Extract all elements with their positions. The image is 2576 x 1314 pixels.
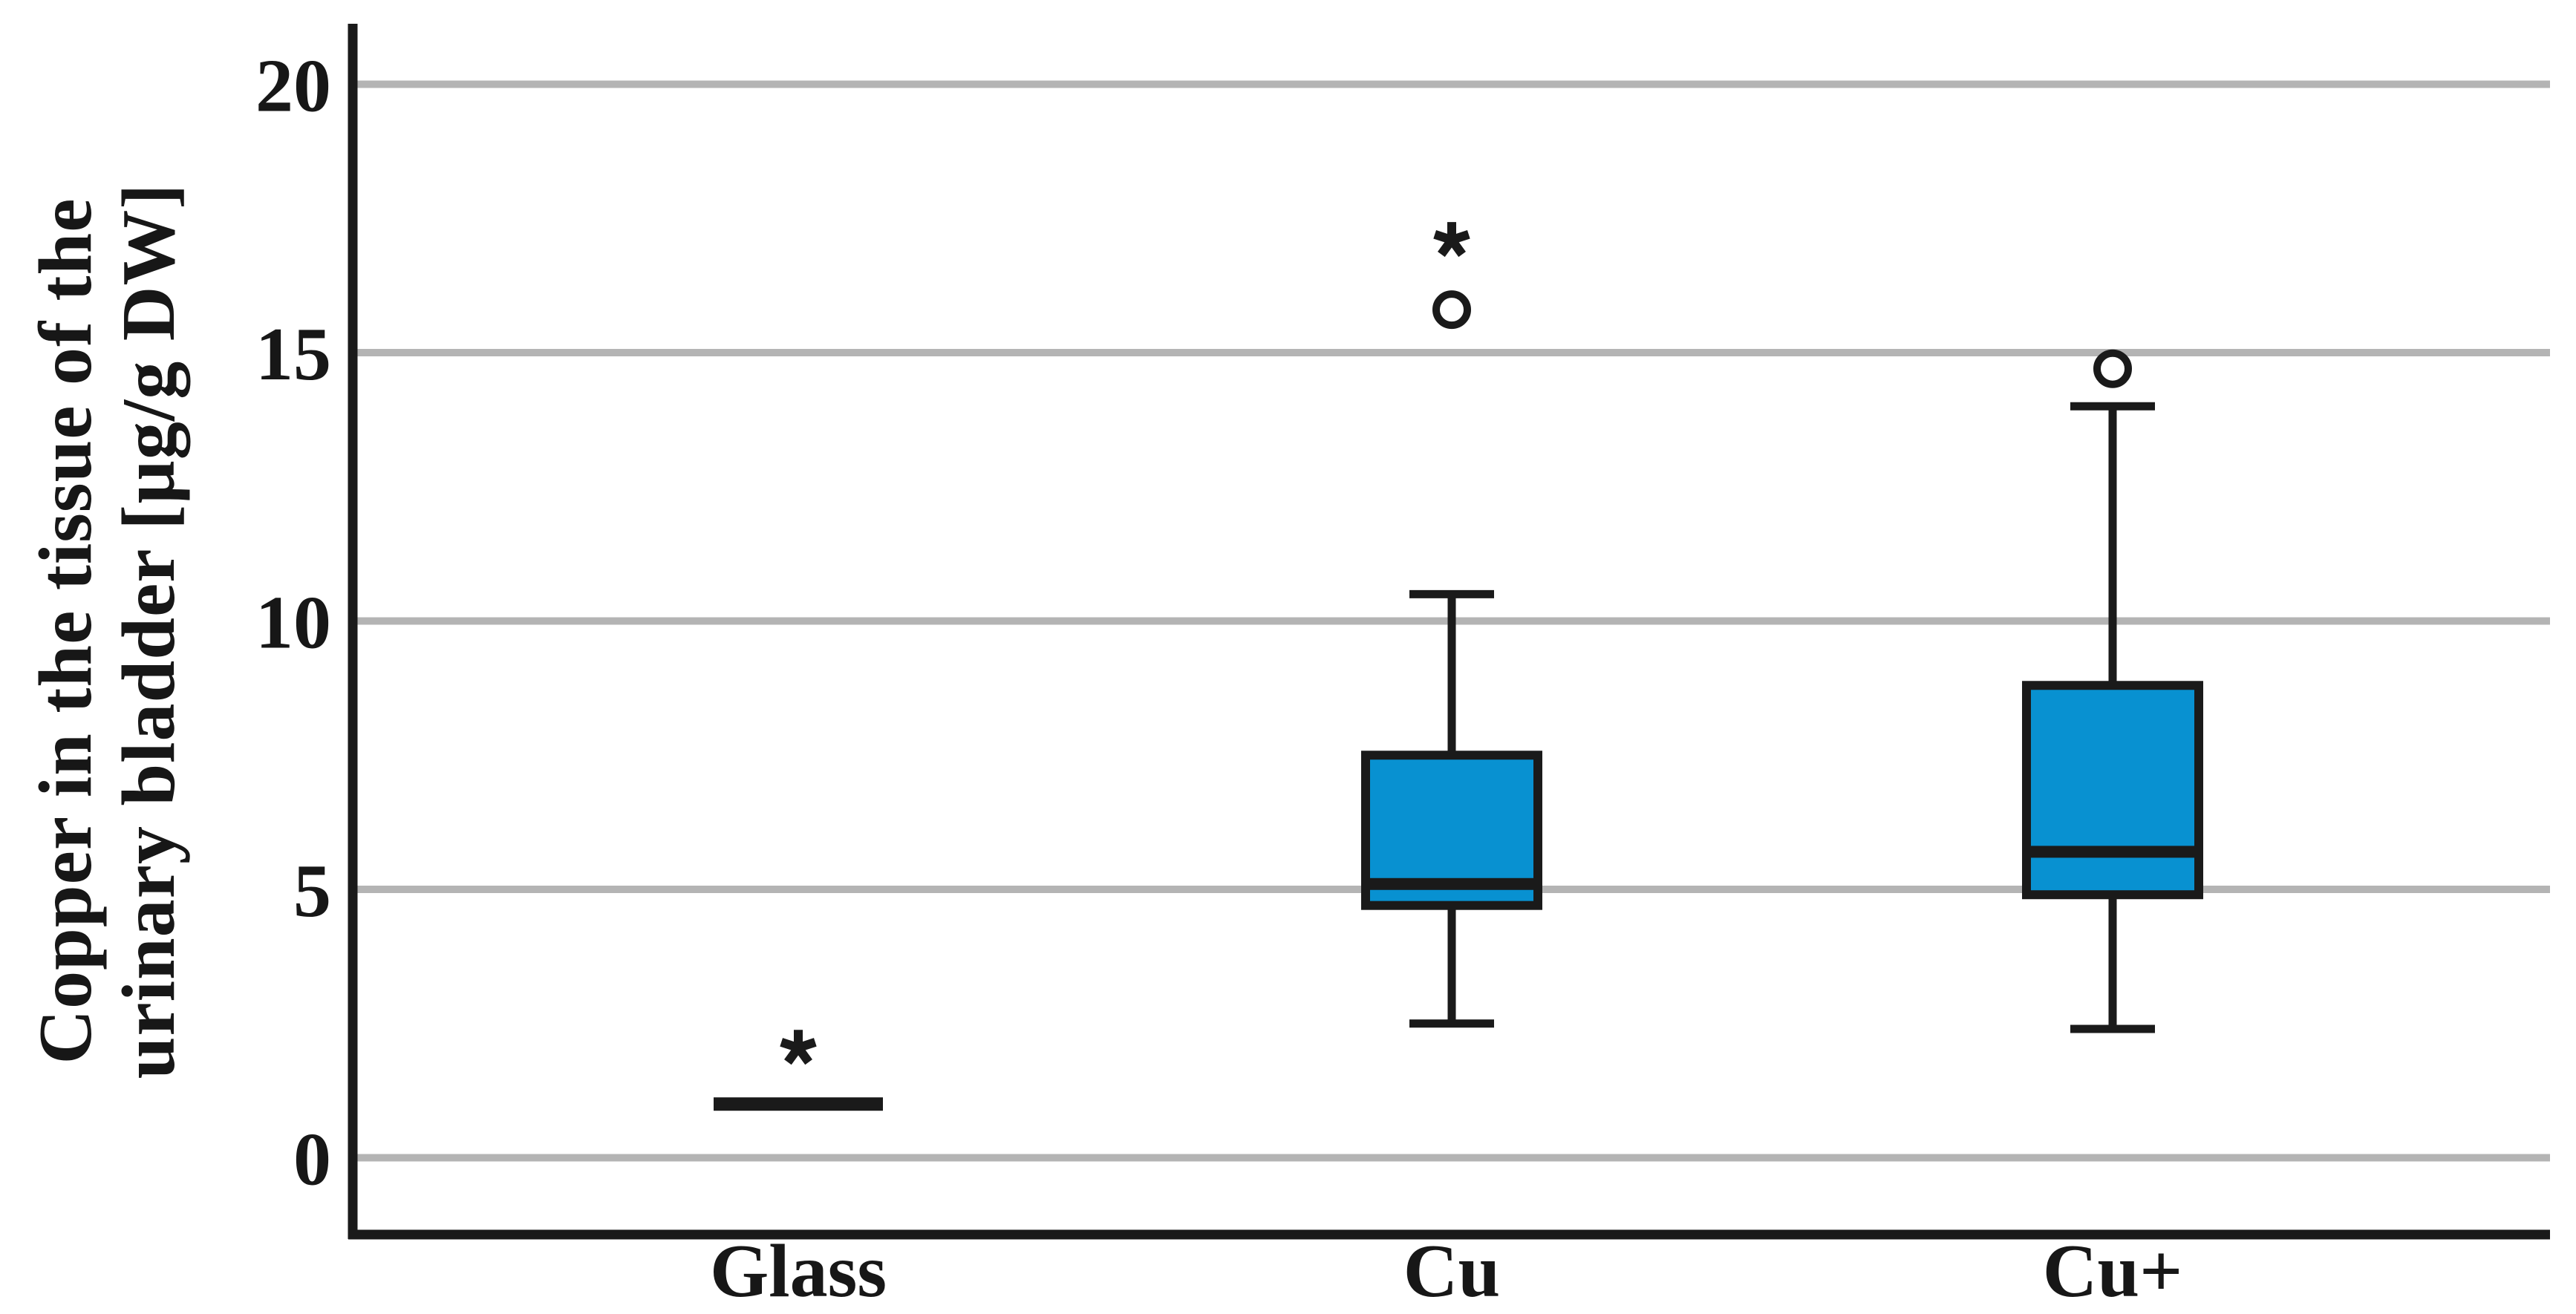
y-tick-label-0: 0 <box>293 1118 331 1202</box>
x-tick-label-glass: Glass <box>710 1229 887 1313</box>
outlier-circle-cu <box>1432 290 1471 330</box>
y-axis-title-line1: Copper in the tissue of the <box>24 197 108 1065</box>
y-tick-label-5: 5 <box>293 849 331 933</box>
y-axis-title: Copper in the tissue of the urinary blad… <box>24 167 191 1095</box>
y-tick-label-15: 15 <box>255 313 331 396</box>
outlier-circle-cu <box>2093 349 2132 388</box>
y-tick-label-20: 20 <box>255 45 331 128</box>
x-tick-label-cu: Cu+ <box>2043 1229 2183 1313</box>
median-line-cu <box>1370 877 1533 890</box>
y-tick-label-10: 10 <box>255 581 331 665</box>
box-cu <box>2022 681 2203 900</box>
x-tick-label-cu: Cu <box>1403 1229 1500 1313</box>
median-line-cu <box>2031 846 2194 858</box>
extreme-asterisk-glass <box>780 1030 817 1065</box>
median-line-glass <box>714 1097 883 1111</box>
extreme-asterisk-cu <box>1433 222 1470 258</box>
y-axis-title-line2: urinary bladder [µg/g DW] <box>107 183 191 1079</box>
